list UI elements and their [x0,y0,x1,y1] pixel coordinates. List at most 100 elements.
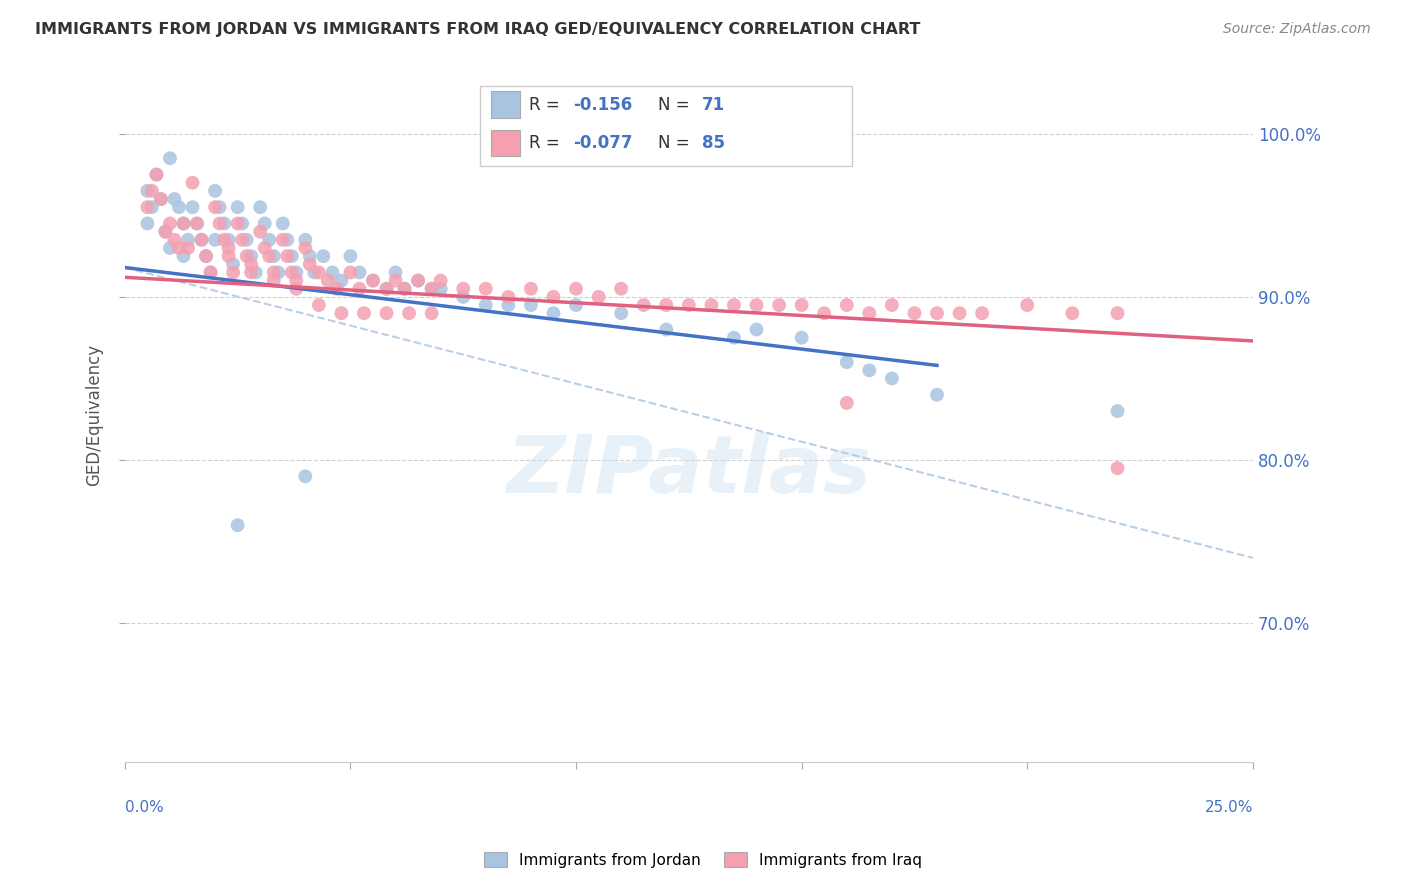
Point [231,217,253,231]
Point [195,249,218,263]
Point [835,396,858,410]
Point [186,217,208,231]
Point [768,298,790,312]
Point [835,355,858,369]
Point [235,233,257,247]
Text: -0.077: -0.077 [572,134,633,152]
Point [498,298,520,312]
Legend: Immigrants from Jordan, Immigrants from Iraq: Immigrants from Jordan, Immigrants from … [477,844,929,875]
Text: ZIPatlas: ZIPatlas [506,432,872,509]
Point [498,290,520,304]
Point [173,217,195,231]
Point [204,233,226,247]
Point [141,200,163,214]
Point [361,274,384,288]
Point [316,274,339,288]
Point [451,290,474,304]
Point [249,225,271,239]
Point [1017,298,1039,312]
Point [145,168,167,182]
FancyBboxPatch shape [492,129,520,156]
Point [745,322,768,336]
Point [222,265,245,279]
Point [700,298,723,312]
Point [880,298,903,312]
Point [218,233,240,247]
Point [155,225,177,239]
Point [1107,306,1129,320]
Point [375,282,398,296]
Point [339,249,361,263]
Point [1107,404,1129,418]
Point [330,274,353,288]
Point [136,217,159,231]
Point [208,200,231,214]
FancyBboxPatch shape [492,91,520,118]
Point [610,306,633,320]
Point [167,200,190,214]
Point [245,265,267,279]
Point [475,282,498,296]
Point [304,265,326,279]
Point [880,371,903,385]
Point [253,241,276,255]
Point [240,257,263,271]
Point [257,233,280,247]
Point [353,306,375,320]
Point [204,184,226,198]
Point [159,217,181,231]
Point [321,265,343,279]
Point [308,265,330,279]
Point [330,306,353,320]
Point [294,241,316,255]
Point [263,265,285,279]
Point [588,290,610,304]
Point [271,233,294,247]
Text: 85: 85 [703,134,725,152]
Point [903,306,925,320]
Point [181,176,204,190]
Text: R =: R = [529,134,565,152]
Point [326,282,349,296]
Point [159,151,181,165]
FancyBboxPatch shape [481,86,852,166]
Point [294,469,316,483]
Text: IMMIGRANTS FROM JORDAN VS IMMIGRANTS FROM IRAQ GED/EQUIVALENCY CORRELATION CHART: IMMIGRANTS FROM JORDAN VS IMMIGRANTS FRO… [35,22,921,37]
Point [249,200,271,214]
Point [349,265,371,279]
Point [240,265,263,279]
Point [298,249,321,263]
Y-axis label: GED/Equivalency: GED/Equivalency [86,344,103,486]
Point [678,298,700,312]
Point [281,249,304,263]
Point [200,265,222,279]
Point [406,274,429,288]
Point [149,192,172,206]
Point [190,233,212,247]
Point [298,257,321,271]
Point [159,241,181,255]
Point [394,282,416,296]
Point [1107,461,1129,475]
Point [190,233,212,247]
Point [271,217,294,231]
Point [543,290,565,304]
Point [394,282,416,296]
Point [420,306,443,320]
Point [173,249,195,263]
Point [285,265,308,279]
Text: R =: R = [529,95,565,113]
Point [181,200,204,214]
Point [972,306,994,320]
Point [565,282,588,296]
Point [520,298,543,312]
Point [167,241,190,255]
Point [231,233,253,247]
Point [858,363,880,377]
Point [858,306,880,320]
Point [263,249,285,263]
Text: 71: 71 [703,95,725,113]
Point [925,306,948,320]
Point [222,257,245,271]
Point [723,298,745,312]
